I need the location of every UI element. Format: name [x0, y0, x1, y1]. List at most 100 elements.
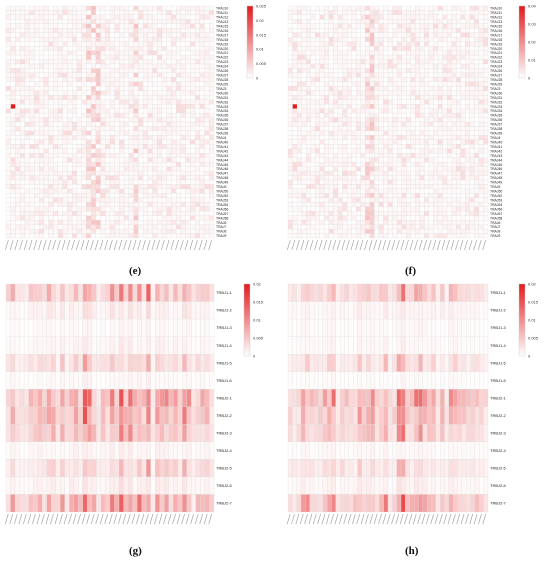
heatmap-cell: [442, 130, 448, 136]
heatmap-cell: [474, 23, 480, 29]
heatmap-cell: [24, 144, 30, 149]
heatmap-cell: [109, 117, 115, 123]
heatmap-cell: [396, 95, 402, 100]
heatmap-cell: [138, 153, 144, 158]
heatmap-cell: [62, 228, 68, 234]
heatmap-cell: [328, 130, 334, 136]
heatmap-cell: [446, 108, 452, 114]
heatmap-cell: [351, 121, 357, 127]
heatmap-cell: [147, 139, 153, 145]
heatmap-cell: [374, 54, 380, 60]
heatmap-cell: [392, 166, 398, 172]
heatmap-cell: [451, 28, 457, 33]
heatmap-cell: [296, 211, 302, 216]
heatmap-cell: [194, 68, 200, 74]
heatmap-cell: [100, 233, 106, 239]
heatmap-cell: [387, 193, 393, 198]
heatmap-cell: [483, 206, 489, 212]
heatmap-cell: [406, 14, 411, 20]
heatmap-cell: [15, 10, 21, 16]
heatmap-cell: [465, 50, 470, 56]
heatmap-cell: [53, 170, 59, 176]
heatmap-cell: [171, 126, 177, 132]
heatmap-cell: [387, 139, 393, 145]
heatmap-cell: [428, 170, 434, 176]
heatmap-cell: [10, 354, 16, 372]
heatmap-cell: [190, 233, 196, 239]
heatmap-cell: [15, 46, 21, 51]
heatmap-cell: [24, 54, 30, 60]
heatmap-cell: [406, 188, 411, 194]
heatmap-cell: [442, 197, 448, 203]
heatmap-cell: [157, 99, 163, 105]
heatmap-cell: [72, 86, 78, 91]
heatmap-cell: [333, 206, 339, 212]
heatmap-cell: [180, 108, 186, 114]
heatmap-cell: [67, 144, 73, 149]
heatmap-cell: [190, 59, 196, 65]
heatmap-cell: [185, 233, 191, 239]
heatmap-cell: [469, 5, 475, 11]
heatmap-cell: [76, 86, 82, 91]
heatmap-cell: [176, 86, 182, 91]
heatmap-cell: [15, 41, 21, 47]
heatmap-cell: [38, 32, 44, 38]
heatmap-cell: [194, 184, 200, 190]
heatmap-cell: [392, 193, 398, 198]
heatmap-cell: [29, 90, 35, 96]
heatmap-cell: [199, 224, 205, 230]
heatmap-cell: [351, 188, 357, 194]
heatmap-cell: [356, 54, 361, 60]
heatmap-cell: [147, 37, 153, 42]
heatmap-cell: [62, 86, 68, 91]
heatmap-cell: [81, 90, 87, 96]
heatmap-cell: [209, 126, 215, 132]
heatmap-cell: [396, 46, 402, 51]
heatmap-cell: [483, 175, 489, 181]
heatmap-cell: [474, 5, 480, 11]
heatmap-cell: [147, 179, 153, 185]
heatmap-cell: [287, 211, 293, 216]
heatmap-cell: [176, 184, 182, 190]
heatmap-cell: [100, 77, 106, 82]
heatmap-cell: [124, 179, 130, 185]
heatmap-cell: [72, 157, 78, 163]
heatmap-cell: [161, 50, 167, 56]
heatmap-cell: [86, 23, 92, 29]
heatmap-cell: [356, 130, 361, 136]
heatmap-cell: [287, 130, 293, 136]
heatmap-cell: [456, 59, 461, 65]
heatmap-cell: [147, 126, 153, 132]
heatmap-cell: [190, 81, 196, 87]
heatmap-cell: [410, 108, 416, 114]
heatmap-cell: [53, 215, 59, 221]
heatmap-cell: [34, 46, 40, 51]
heatmap-cell: [296, 10, 302, 16]
heatmap-cell: [152, 81, 158, 87]
heatmap-cell: [460, 233, 466, 239]
heatmap-cell: [292, 14, 298, 20]
heatmap-cell: [378, 37, 384, 42]
heatmap-cell: [78, 301, 83, 320]
row-label: TRAJ11: [490, 11, 502, 15]
heatmap-cell: [396, 233, 402, 239]
heatmap-cell: [48, 95, 54, 100]
heatmap-cell: [315, 112, 320, 118]
heatmap-cell: [109, 99, 115, 105]
heatmap-cell: [76, 14, 82, 20]
heatmap-cell: [469, 32, 475, 38]
heatmap-cell: [109, 108, 115, 114]
heatmap-cell: [185, 220, 191, 225]
heatmap-cell: [433, 77, 439, 82]
heatmap-cell: [333, 224, 339, 230]
heatmap-cell: [194, 5, 200, 11]
heatmap-cell: [38, 170, 44, 176]
heatmap-cell: [180, 28, 186, 33]
heatmap-cell: [204, 148, 210, 154]
heatmap-cell: [319, 37, 325, 42]
heatmap-cell: [424, 215, 430, 221]
heatmap-cell: [190, 90, 196, 96]
heatmap-cell: [105, 162, 111, 167]
heatmap-cell: [90, 144, 96, 149]
heatmap-cell: [415, 32, 420, 38]
